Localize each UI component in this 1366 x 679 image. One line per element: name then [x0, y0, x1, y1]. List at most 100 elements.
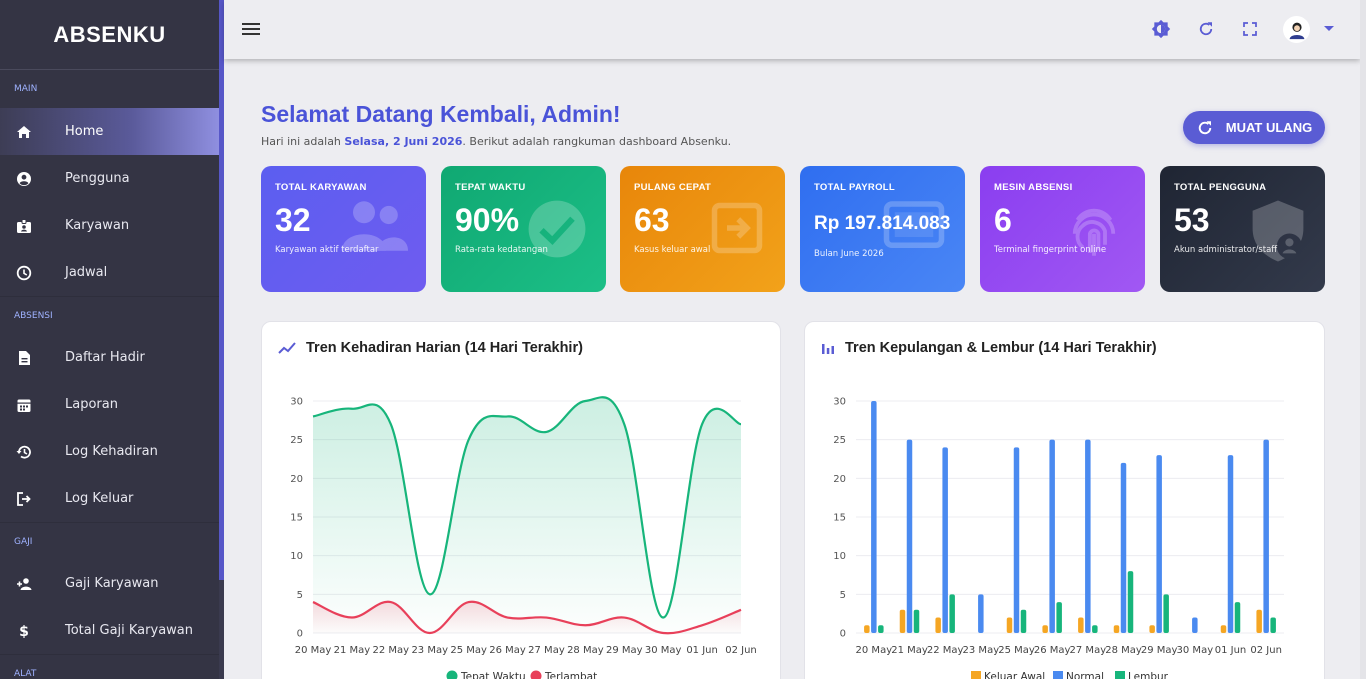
bar-lembur[interactable] [1163, 594, 1169, 633]
avatar[interactable] [1283, 16, 1310, 43]
brand-logo[interactable]: ABSENKU [0, 0, 219, 70]
bar-keluar-awal[interactable] [935, 617, 941, 633]
panel-title-text: Tren Kepulangan & Lembur (14 Hari Terakh… [845, 340, 1157, 356]
bar-normal[interactable] [978, 594, 984, 633]
bar-normal[interactable] [1192, 617, 1198, 633]
menu-icon[interactable] [242, 20, 260, 38]
sidebar-item-gaji-karyawan[interactable]: Gaji Karyawan [0, 560, 219, 607]
bar-lembur[interactable] [878, 625, 884, 633]
bar-normal[interactable] [871, 401, 877, 633]
legend-label[interactable]: Tepat Waktu [460, 671, 526, 679]
legend-marker[interactable] [446, 670, 458, 679]
bar-normal[interactable] [1263, 439, 1269, 633]
series-line-terlambat[interactable] [312, 600, 742, 635]
sidebar-item-log-keluar[interactable]: Log Keluar [0, 475, 219, 522]
card-value: 6 [994, 202, 1012, 238]
fullscreen-icon[interactable] [1239, 18, 1261, 40]
bar-keluar-awal[interactable] [1113, 625, 1120, 633]
sidebar-item-laporan[interactable]: Laporan [0, 381, 219, 428]
sidebar-item-jadwal[interactable]: Jadwal [0, 249, 219, 296]
fingerprint-icon [1061, 198, 1127, 268]
refresh-icon[interactable] [1195, 18, 1217, 40]
theme-toggle-icon[interactable] [1150, 18, 1172, 40]
sidebar-item-karyawan[interactable]: Karyawan [0, 202, 219, 249]
bar-keluar-awal[interactable] [1220, 625, 1227, 633]
y-tick-label: 5 [297, 590, 303, 601]
x-tick-label: 22 May [927, 645, 964, 656]
chevron-down-icon[interactable] [1318, 18, 1340, 40]
series-line-tepat-waktu[interactable] [312, 396, 742, 619]
bar-lembur[interactable] [949, 594, 955, 633]
bar-keluar-awal[interactable] [899, 609, 906, 633]
legend-marker[interactable] [1053, 671, 1063, 679]
bar-keluar-awal[interactable] [1256, 609, 1262, 633]
card-description: Bulan June 2026 [814, 249, 884, 259]
reload-button-label: MUAT ULANG [1225, 120, 1313, 135]
bar-lembur[interactable] [1234, 602, 1241, 633]
bar-normal[interactable] [1049, 439, 1055, 633]
x-tick-label: 20 May [856, 645, 893, 656]
x-tick-label: 20 May [295, 645, 332, 656]
bar-normal[interactable] [906, 439, 913, 633]
x-tick-label: 26 May [1034, 645, 1071, 656]
stat-card-tepat-waktu[interactable]: TEPAT WAKTU 90% Rata-rata kedatangan [441, 166, 606, 292]
y-tick-label: 15 [833, 513, 846, 524]
bar-normal[interactable] [942, 447, 948, 633]
bar-keluar-awal[interactable] [1006, 617, 1013, 633]
y-tick-label: 30 [290, 397, 303, 408]
card-description: Kasus keluar awal [634, 245, 711, 255]
x-tick-label: 23 May [963, 645, 1000, 656]
bar-keluar-awal[interactable] [864, 625, 870, 633]
bar-normal[interactable] [1085, 439, 1091, 633]
x-tick-label: 30 May [645, 645, 682, 656]
bar-lembur[interactable] [1020, 609, 1027, 633]
sidebar-item-label: Laporan [65, 397, 118, 412]
stat-card-total-karyawan[interactable]: TOTAL KARYAWAN 32 Karyawan aktif terdaftar [261, 166, 426, 292]
x-tick-label: 22 May [373, 645, 410, 656]
panel-title: Tren Kehadiran Harian (14 Hari Terakhir) [278, 340, 583, 356]
bar-normal[interactable] [1013, 447, 1020, 633]
bar-lembur[interactable] [1127, 571, 1134, 633]
bar-keluar-awal[interactable] [1149, 625, 1155, 633]
sidebar-item-log-kehadiran[interactable]: Log Kehadiran [0, 428, 219, 475]
bar-lembur[interactable] [1270, 617, 1276, 633]
legend-marker[interactable] [1115, 671, 1125, 679]
bar-lembur[interactable] [1056, 602, 1062, 633]
sidebar-item-daftar-hadir[interactable]: Daftar Hadir [0, 334, 219, 381]
stat-card-pulang-cepat[interactable]: PULANG CEPAT 63 Kasus keluar awal [620, 166, 785, 292]
stat-card-mesin-absensi[interactable]: MESIN ABSENSI 6 Terminal fingerprint onlin… [980, 166, 1145, 292]
bar-keluar-awal[interactable] [1042, 625, 1048, 633]
x-tick-label: 25 May [998, 645, 1035, 656]
card-label: TOTAL PAYROLL [814, 182, 895, 193]
bar-normal[interactable] [1156, 455, 1162, 633]
bar-normal[interactable] [1120, 462, 1127, 633]
x-tick-label: 01 Jun [1215, 645, 1247, 656]
subtitle-suffix: . Berikut adalah rangkuman dashboard Abs… [462, 135, 732, 148]
badge-icon [16, 218, 32, 234]
series-area-terlambat [313, 601, 741, 634]
scrollbar-thumb[interactable] [219, 0, 224, 580]
sidebar-item-total-gaji-karyawan[interactable]: $ Total Gaji Karyawan [0, 607, 219, 654]
legend-label[interactable]: Terlambat [544, 671, 597, 679]
sidebar-item-home[interactable]: Home [0, 108, 219, 155]
card-description: Akun administrator/staff [1174, 245, 1278, 255]
legend-marker[interactable] [530, 670, 542, 679]
page-scrollbar[interactable] [1360, 0, 1366, 679]
reload-button[interactable]: MUAT ULANG [1183, 111, 1325, 144]
legend-label[interactable]: Keluar Awal [984, 671, 1045, 679]
sidebar-item-pengguna[interactable]: Pengguna [0, 155, 219, 202]
legend-label[interactable]: Lembur [1128, 671, 1169, 679]
x-tick-label: 27 May [528, 645, 565, 656]
sidebar-scrollbar[interactable] [219, 0, 224, 679]
x-tick-label: 02 Jun [1250, 645, 1282, 656]
calendar-icon [16, 397, 32, 413]
bar-normal[interactable] [1227, 455, 1234, 633]
stat-card-total-pengguna[interactable]: TOTAL PENGGUNA 53 Akun administrator/staff [1160, 166, 1325, 292]
legend-marker[interactable] [971, 671, 981, 679]
stat-card-total-payroll[interactable]: TOTAL PAYROLL Rp 197.814.083 Bulan June 20… [800, 166, 965, 292]
x-tick-label: 01 Jun [686, 645, 718, 656]
bar-lembur[interactable] [1092, 625, 1098, 633]
bar-lembur[interactable] [913, 609, 920, 633]
legend-label[interactable]: Normal [1066, 671, 1104, 679]
bar-keluar-awal[interactable] [1078, 617, 1084, 633]
